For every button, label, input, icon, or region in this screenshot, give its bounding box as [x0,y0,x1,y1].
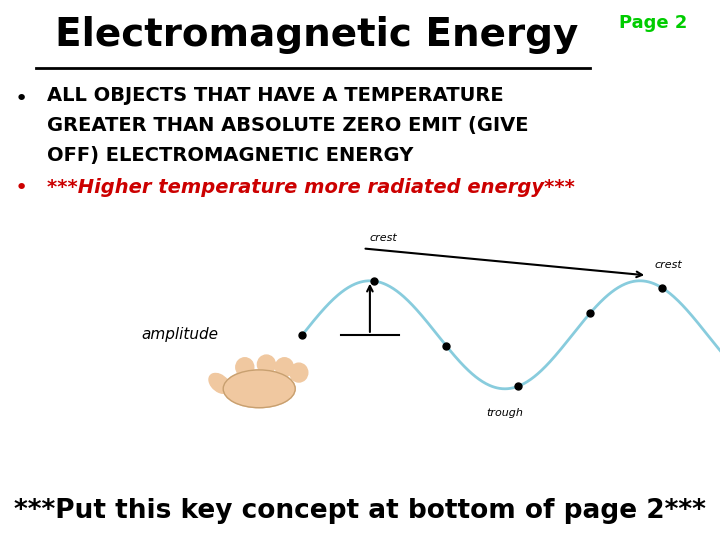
Text: ***Put this key concept at bottom of page 2***: ***Put this key concept at bottom of pag… [14,498,706,524]
Text: Page 2: Page 2 [619,14,688,31]
Ellipse shape [276,357,294,377]
Ellipse shape [236,357,253,377]
Ellipse shape [258,355,275,374]
Point [585,308,596,317]
Point [297,330,308,339]
Text: crest: crest [654,260,682,270]
Point [657,284,668,292]
Ellipse shape [209,374,230,393]
Point [369,277,380,286]
Text: ALL OBJECTS THAT HAVE A TEMPERATURE: ALL OBJECTS THAT HAVE A TEMPERATURE [47,86,503,105]
Text: OFF) ELECTROMAGNETIC ENERGY: OFF) ELECTROMAGNETIC ENERGY [47,146,413,165]
Text: crest: crest [370,233,397,243]
Text: GREATER THAN ABSOLUTE ZERO EMIT (GIVE: GREATER THAN ABSOLUTE ZERO EMIT (GIVE [47,116,528,135]
Text: •: • [14,89,27,109]
Ellipse shape [289,363,308,382]
Text: •: • [14,178,27,198]
Text: trough: trough [487,408,523,418]
Text: ***Higher temperature more radiated energy***: ***Higher temperature more radiated ener… [47,178,575,197]
Ellipse shape [223,370,295,408]
Point [513,382,524,390]
Point [441,342,452,350]
Text: Electromagnetic Energy: Electromagnetic Energy [55,16,578,54]
Text: amplitude: amplitude [142,327,218,342]
